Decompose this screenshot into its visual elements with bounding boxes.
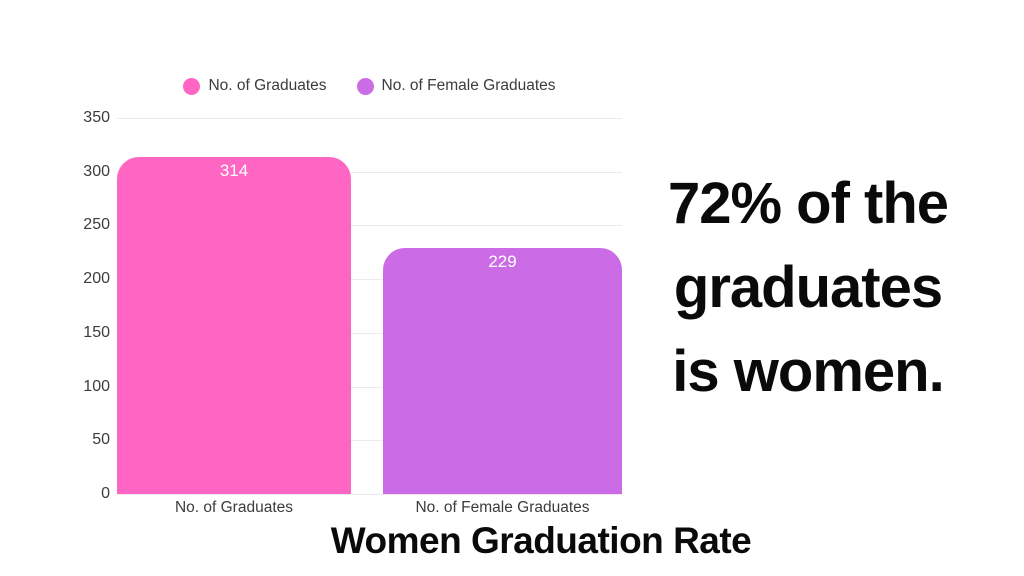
y-axis-tick-label: 50 (92, 431, 110, 449)
y-axis-tick-label: 150 (83, 323, 110, 341)
gridline (117, 171, 622, 173)
y-axis-tick-label: 0 (101, 485, 110, 502)
legend-label: No. of Female Graduates (381, 77, 556, 94)
annotation-line: graduates (673, 255, 943, 320)
legend-item: No. of Female Graduates (356, 77, 556, 95)
bar-value-label: 314 (219, 161, 249, 180)
x-axis-category-label: No. of Graduates (174, 499, 294, 516)
annotation-line: is women. (672, 339, 944, 404)
y-axis-tick-label: 300 (83, 162, 110, 180)
gridline (117, 332, 622, 334)
y-axis-tick-label: 200 (83, 270, 110, 288)
bar-value-label: 229 (488, 252, 517, 271)
gridline (117, 386, 622, 388)
annotation-line: 72% of the (667, 171, 949, 236)
chart-title: Women Graduation Rate (330, 520, 752, 561)
gridline (117, 440, 622, 442)
gridline (117, 118, 622, 119)
plot-area: 314 229 (117, 118, 622, 495)
bar-no-of-female-graduates: 229 (383, 248, 622, 494)
gridline (117, 494, 622, 495)
chart-legend: No. of Graduates No. of Female Graduates (117, 77, 622, 95)
y-axis-tick-label: 250 (83, 216, 110, 234)
y-axis-tick-label: 100 (83, 377, 110, 395)
gridline (117, 279, 622, 281)
annotation-text: 72% of the graduates is women. (638, 162, 978, 414)
y-axis-tick-label: 350 (83, 109, 110, 126)
legend-item: No. of Graduates (183, 77, 327, 95)
y-axis: 0 50 100 150 200 250 300 350 (55, 109, 110, 502)
x-axis-category-label: No. of Female Graduates (415, 499, 590, 516)
legend-swatch-icon (183, 77, 201, 95)
legend-swatch-icon (356, 77, 374, 95)
bar-no-of-graduates: 314 (117, 157, 351, 494)
gridline (117, 225, 622, 227)
legend-label: No. of Graduates (208, 77, 327, 94)
